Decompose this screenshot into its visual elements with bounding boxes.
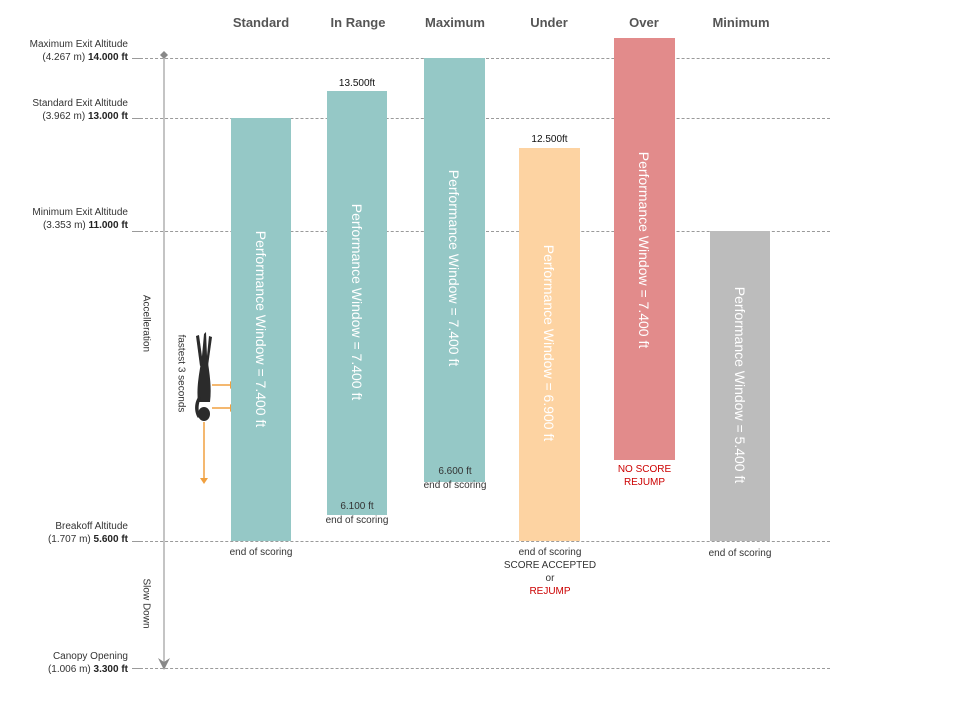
max-exit-line [140, 58, 830, 59]
window-label-in-range: Performance Window = 7.400 ft [349, 203, 365, 401]
end-scoring-in-range: end of scoring [325, 515, 389, 526]
min-exit-line [140, 231, 830, 232]
bar-minimum [710, 231, 770, 541]
altitude-feet: 14.000 ft [87, 52, 128, 63]
fastest-note: fastest 3 seconds [175, 334, 187, 413]
altitude-feet: 13.000 ft [87, 111, 128, 122]
altitude-label-max: Maximum Exit Altitude (4.267 m) 14.000 f… [30, 38, 128, 64]
altitude-label-breakoff: Breakoff Altitude (1.707 m) 5.600 ft [48, 520, 128, 546]
skydiver-figure [195, 332, 235, 484]
standard-exit-line [140, 118, 830, 119]
score-accepted-under: SCORE ACCEPTED [503, 560, 597, 571]
altitude-label-canopy: Canopy Opening (1.006 m) 3.300 ft [48, 650, 128, 676]
bar-standard [231, 118, 291, 541]
top-label-in-range: 13.500ft [338, 78, 376, 89]
tick-canopy [132, 668, 140, 669]
altitude-metric: (3.962 m) [42, 111, 86, 122]
column-header-standard: Standard [232, 15, 290, 30]
window-label-under: Performance Window = 6.900 ft [541, 244, 557, 442]
rejump-over: REJUMP [623, 477, 666, 488]
bar-over [614, 38, 675, 460]
bar-maximum [424, 58, 485, 482]
window-label-over: Performance Window = 7.400 ft [636, 151, 652, 349]
canopy-line [140, 668, 830, 669]
bottom-label-maximum: 6.600 ft [438, 466, 472, 477]
top-label-under: 12.500ft [531, 134, 568, 145]
altitude-feet: 11.000 ft [88, 220, 128, 231]
window-label-standard: Performance Window = 7.400 ft [253, 230, 269, 428]
axis-top-diamond [160, 51, 168, 59]
altitude-feet: 3.300 ft [93, 664, 128, 675]
altitude-name: Minimum Exit Altitude [32, 207, 128, 218]
altitude-metric: (1.006 m) [47, 664, 91, 675]
column-header-maximum: Maximum [425, 15, 485, 30]
end-scoring-standard: end of scoring [229, 547, 293, 558]
end-scoring-minimum: end of scoring [708, 548, 772, 559]
column-header-under: Under [530, 15, 568, 30]
altitude-label-standard: Standard Exit Altitude (3.962 m) 13.000 … [32, 97, 128, 123]
tick-max [132, 58, 140, 59]
rejump-under: REJUMP [529, 586, 571, 597]
altitude-metric: (1.707 m) [47, 534, 91, 545]
tick-breakoff [132, 541, 140, 542]
column-header-over: Over [629, 15, 659, 30]
tick-min [132, 231, 140, 232]
bar-in-range [327, 91, 387, 515]
end-scoring-maximum: end of scoring [423, 480, 487, 491]
altitude-name: Canopy Opening [52, 651, 128, 662]
bar-under [519, 148, 580, 541]
tick-standard [132, 118, 140, 119]
altitude-name: Standard Exit Altitude [32, 98, 128, 109]
bottom-label-in-range: 6.100 ft [340, 501, 374, 512]
altitude-name: Maximum Exit Altitude [29, 39, 128, 50]
altitude-metric: (4.267 m) [42, 52, 86, 63]
axis-arrow-down-icon [158, 658, 170, 670]
column-header-minimum: Minimum [712, 15, 770, 30]
altitude-axis [158, 51, 170, 670]
window-label-maximum: Performance Window = 7.400 ft [446, 169, 462, 367]
altitude-metric: (3.353 m) [42, 220, 86, 231]
altitude-label-min: Minimum Exit Altitude (3.353 m) 11.000 f… [32, 206, 128, 232]
acceleration-label: Accelleration [140, 294, 152, 353]
breakoff-line [140, 541, 830, 542]
altitude-name: Breakoff Altitude [55, 521, 128, 532]
no-score-over: NO SCORE [617, 464, 672, 475]
or-under: or [545, 573, 555, 584]
column-header-in-range: In Range [330, 15, 386, 30]
slow-down-label: Slow Down [140, 578, 152, 629]
window-label-minimum: Performance Window = 5.400 ft [732, 286, 748, 484]
end-scoring-under: end of scoring [518, 547, 582, 558]
altitude-feet: 5.600 ft [93, 534, 128, 545]
